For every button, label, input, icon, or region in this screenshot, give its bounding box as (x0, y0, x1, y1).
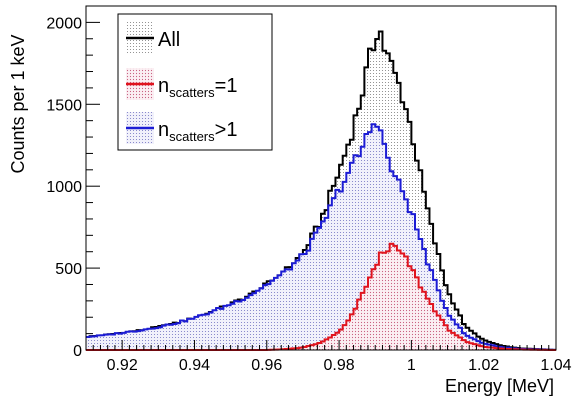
y-axis-label: Counts per 1 keV (8, 34, 28, 173)
legend-label-multi-scatter: nscatters>1 (158, 119, 237, 144)
y-tick-label: 1500 (46, 97, 82, 114)
x-tick-label: 1.02 (468, 357, 499, 374)
x-tick-label: 0.98 (324, 357, 355, 374)
y-tick-label: 2000 (46, 15, 82, 32)
y-axis-ticks: 0 500 1000 1500 2000 (46, 5, 100, 360)
series-multi-scatter-line (86, 123, 556, 351)
legend-label-all: All (158, 29, 180, 51)
x-tick-label: 0.94 (179, 357, 210, 374)
x-tick-label: 1 (407, 357, 416, 374)
x-axis-label: Energy [MeV] (445, 376, 554, 396)
legend: All nscatters=1 nscatters>1 (117, 13, 273, 151)
plot-frame (85, 5, 557, 351)
x-tick-label: 1.04 (540, 357, 571, 374)
y-tick-label: 0 (73, 343, 82, 360)
series-multi-scatter-fill (86, 124, 556, 350)
y-tick-label: 1000 (46, 179, 82, 196)
x-tick-label: 0.92 (107, 357, 138, 374)
series-all-fill (86, 31, 556, 351)
x-axis-ticks: 0.92 0.94 0.96 0.98 1 1.02 1.04 (85, 340, 572, 374)
legend-label-single-scatter: nscatters=1 (158, 75, 237, 100)
series-single-scatter-fill (86, 243, 556, 350)
x-tick-label: 0.96 (251, 357, 282, 374)
y-tick-label: 500 (55, 261, 82, 278)
